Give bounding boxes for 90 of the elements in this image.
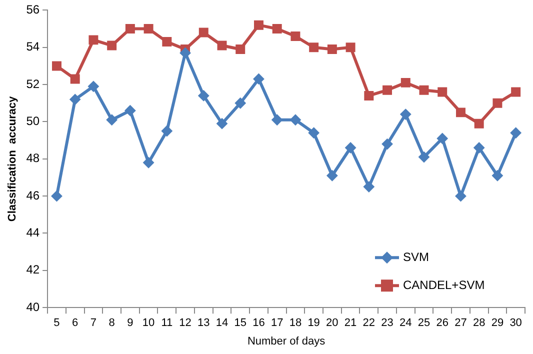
x-tick-label: 26 [436, 317, 448, 330]
point [253, 73, 264, 84]
x-tick-label: 8 [108, 317, 115, 330]
point [364, 90, 374, 100]
point [455, 190, 466, 202]
x-tick-label: 9 [127, 317, 134, 330]
y-tick-label: 48 [26, 151, 40, 166]
point [419, 85, 429, 95]
point [400, 78, 410, 88]
point [418, 152, 430, 163]
point [456, 108, 466, 118]
y-tick-label: 40 [26, 300, 40, 314]
x-tick-label: 25 [418, 317, 430, 330]
point [400, 108, 412, 120]
point [144, 24, 154, 34]
point [438, 87, 448, 97]
point [217, 40, 227, 50]
point [162, 37, 172, 47]
x-tick-label: 11 [161, 317, 173, 330]
point [106, 114, 118, 126]
point [382, 138, 393, 150]
point [474, 142, 485, 154]
y-tick-label: 52 [26, 76, 40, 91]
point [272, 114, 283, 126]
point [309, 42, 319, 52]
y-tick-label: 42 [26, 262, 40, 277]
point [125, 24, 135, 34]
point [308, 127, 320, 138]
point [198, 28, 208, 38]
x-tick-label: 18 [289, 317, 302, 330]
x-axis-title: Number of days [247, 335, 326, 348]
x-tick-label: 6 [72, 317, 78, 330]
point [70, 74, 80, 84]
point [254, 20, 264, 30]
x-tick-label: 12 [179, 317, 192, 330]
point [88, 80, 99, 92]
point [124, 105, 136, 116]
point [216, 118, 228, 130]
point [198, 90, 210, 102]
point [474, 118, 484, 128]
x-tick-label: 10 [142, 317, 155, 330]
y-tick-label: 50 [26, 114, 40, 128]
x-tick-label: 16 [252, 317, 265, 330]
point [345, 142, 356, 154]
point [272, 24, 282, 34]
x-tick-label: 7 [90, 317, 97, 330]
point [492, 98, 502, 108]
x-tick-label: 23 [381, 317, 394, 330]
point [88, 35, 98, 45]
x-tick-label: 15 [234, 317, 246, 330]
legend-label: CANDEL+SVM [403, 278, 485, 292]
point [143, 157, 154, 168]
x-tick-label: 24 [400, 317, 412, 330]
point [234, 98, 246, 109]
x-tick-label: 22 [362, 317, 376, 330]
x-tick-label: 17 [270, 317, 284, 330]
x-tick-label: 30 [510, 317, 522, 330]
x-tick-label: 13 [198, 317, 210, 330]
x-tick-label: 19 [308, 317, 320, 330]
point [70, 94, 81, 105]
point [510, 127, 522, 138]
y-tick-label: 44 [26, 226, 40, 240]
point [363, 181, 374, 192]
point [492, 170, 503, 182]
x-tick-label: 29 [491, 317, 504, 330]
point [51, 190, 62, 202]
point [107, 40, 117, 50]
x-tick-label: 5 [54, 317, 60, 330]
point [290, 31, 300, 41]
x-tick-label: 14 [216, 317, 228, 330]
point [180, 47, 191, 58]
point [511, 87, 521, 97]
point [326, 170, 338, 182]
legend-label: SVM [403, 250, 430, 264]
x-tick-label: 20 [326, 317, 338, 330]
y-tick-label: 46 [26, 188, 40, 202]
point [382, 85, 392, 95]
x-tick-label: 28 [472, 317, 486, 330]
point [290, 114, 301, 126]
x-tick-label: 21 [344, 317, 357, 330]
point [346, 42, 356, 52]
point [161, 126, 172, 137]
point [52, 61, 62, 71]
y-axis-title: Classification accuracy [6, 95, 19, 222]
y-tick-label: 56 [26, 2, 40, 17]
point [236, 44, 246, 54]
y-tick-label: 54 [26, 40, 40, 54]
point [436, 132, 448, 144]
x-tick-label: 27 [454, 317, 467, 330]
point [327, 44, 337, 54]
